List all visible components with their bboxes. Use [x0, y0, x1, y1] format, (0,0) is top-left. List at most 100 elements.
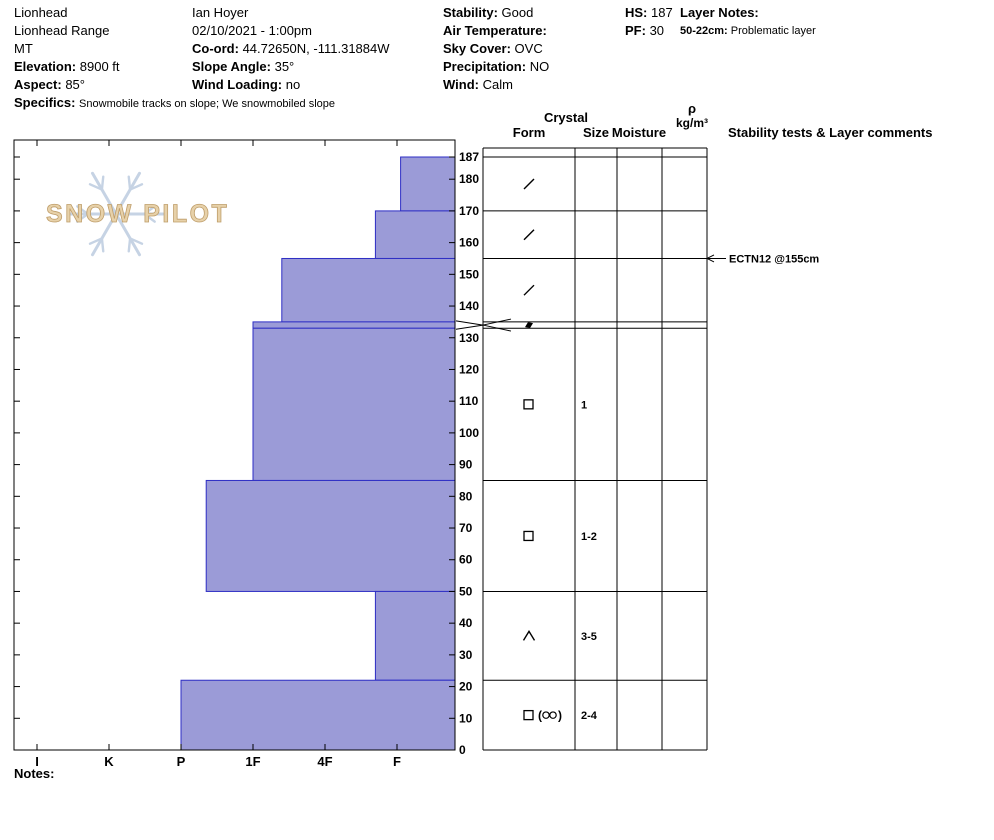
- coord-value: 44.72650N, -111.31884W: [242, 41, 390, 56]
- hardness-axis-label: I: [35, 754, 39, 769]
- hs-label: HS:: [625, 5, 648, 20]
- hardness-axis-label: P: [177, 754, 186, 769]
- snow-layer-bar: [252, 321, 456, 329]
- crystal-form-icon-facets: [523, 399, 534, 410]
- sky-cover-value: OVC: [514, 41, 543, 56]
- site-name: Lionhead: [14, 5, 68, 20]
- stability-label: Stability:: [443, 5, 498, 20]
- layer-panel-grid: [482, 147, 708, 751]
- wind-loading-label: Wind Loading:: [192, 77, 283, 92]
- site-state: MT: [14, 41, 33, 56]
- crystal-size-value: 1-2: [581, 531, 597, 543]
- layer-notes-title: Layer Notes:: [680, 5, 759, 20]
- precip-value: NO: [529, 59, 550, 74]
- sky-cover-label: Sky Cover:: [443, 41, 511, 56]
- crystal-form-icon-decomposing-fragments: [523, 178, 535, 190]
- axis-ticks: [14, 140, 455, 751]
- hs-value: 187: [651, 5, 673, 20]
- comments-header: Stability tests & Layer comments: [728, 125, 932, 140]
- snow-layer-bar: [180, 679, 456, 751]
- conditions-info: Stability: Good Air Temperature: Sky Cov…: [443, 4, 549, 94]
- crystal-form-icon-crust-layer: [525, 322, 533, 329]
- thin-layer-pointer: [455, 318, 512, 332]
- crystal-size-value: 1: [581, 399, 587, 411]
- snow-layer-bar: [281, 257, 456, 323]
- air-temperature: Air Temperature:: [443, 22, 549, 40]
- slope-angle-label: Slope Angle:: [192, 59, 271, 74]
- depth-axis-label: 80: [459, 489, 473, 503]
- snow-layer-bar: [374, 590, 456, 681]
- notes-label: Notes:: [14, 766, 55, 781]
- wind-label: Wind:: [443, 77, 479, 92]
- stability-test-label: ECTN12 @155cm: [729, 253, 819, 265]
- layer-note-range: 50-22cm:: [680, 25, 728, 37]
- hardness-axis-label: 4F: [317, 754, 332, 769]
- layer-notes: Layer Notes: 50-22cm: Problematic layer: [680, 4, 816, 40]
- hardness-axis-label: 1F: [245, 754, 260, 769]
- wind: Wind: Calm: [443, 76, 549, 94]
- coordinates: Co-ord: 44.72650N, -111.31884W: [192, 40, 390, 58]
- crystal-header: Crystal: [544, 110, 588, 125]
- crystal-size-value: 2-4: [581, 710, 598, 722]
- wind-loading-value: no: [285, 77, 301, 92]
- site-aspect: Aspect: 85°: [14, 76, 335, 94]
- svg-text:): ): [558, 709, 562, 723]
- depth-axis-label: 10: [459, 711, 473, 725]
- totals-info: HS: 187 PF: 30: [625, 4, 673, 40]
- form-header: Form: [513, 125, 546, 140]
- site-range: Lionhead Range: [14, 23, 110, 38]
- specifics-value: Snowmobile tracks on slope; We snowmobil…: [79, 98, 336, 110]
- depth-axis-label: 120: [459, 362, 479, 376]
- depth-axis-label: 40: [459, 616, 473, 630]
- air-temp-label: Air Temperature:: [443, 23, 547, 38]
- hardness-axis-label: F: [393, 754, 401, 769]
- snow-layer-bar: [400, 156, 456, 212]
- moisture-header: Moisture: [612, 125, 666, 140]
- observer-name: Ian Hoyer: [192, 5, 249, 20]
- depth-axis-label: 90: [459, 458, 473, 472]
- snowflake-icon: [67, 171, 165, 257]
- coord-label: Co-ord:: [192, 41, 239, 56]
- watermark-text: SNOW PILOT: [46, 200, 229, 228]
- depth-axis-label: 70: [459, 521, 473, 535]
- layer-note-item: 50-22cm: Problematic layer: [680, 22, 816, 40]
- depth-axis-label: 50: [459, 584, 473, 598]
- crystal-form-icon-decomposing-fragments: [523, 284, 535, 296]
- stability: Stability: Good: [443, 4, 549, 22]
- depth-axis-label: 130: [459, 331, 479, 345]
- stability-tests: ECTN12 @155cm: [706, 253, 819, 265]
- elevation-value: 8900 ft: [79, 59, 120, 74]
- crystal-form-icon-depth-hoar: [522, 629, 536, 641]
- site-info: Lionhead Lionhead Range MT Elevation: 89…: [14, 4, 335, 113]
- snow-layer-bar: [252, 327, 456, 481]
- svg-text:(: (: [538, 709, 542, 723]
- profile-plot-border: [13, 139, 456, 751]
- depth-axis-label: 187: [459, 150, 479, 164]
- snowpilot-watermark: SNOW PILOT: [46, 171, 229, 257]
- site-specifics: Specifics: Snowmobile tracks on slope; W…: [14, 94, 335, 113]
- crystal-form-icon-decomposing-fragments: [523, 229, 535, 241]
- aspect-label: Aspect:: [14, 77, 62, 92]
- crystal-form-icon-facets-melt-forms: (): [523, 709, 562, 723]
- aspect-value: 85°: [65, 77, 85, 92]
- crystal-symbols: 1 1-2 3-5 () 2-4: [455, 178, 598, 723]
- density-unit-header: kg/m³: [676, 116, 708, 130]
- crystal-size-value: 3-5: [581, 631, 597, 643]
- depth-axis-label: 20: [459, 680, 473, 694]
- depth-axis-label: 150: [459, 267, 479, 281]
- pf-label: PF:: [625, 23, 646, 38]
- specifics-label: Specifics:: [14, 95, 76, 110]
- crystal-form-icon-facets: [523, 530, 534, 542]
- density-header: ρ: [688, 101, 696, 116]
- layer-note-text: Problematic layer: [730, 25, 816, 37]
- pit-foot: PF: 30: [625, 22, 673, 40]
- sky-cover: Sky Cover: OVC: [443, 40, 549, 58]
- elevation-label: Elevation:: [14, 59, 77, 74]
- stability-value: Good: [501, 5, 534, 20]
- site-elevation: Elevation: 8900 ft: [14, 58, 335, 76]
- depth-axis-label: 160: [459, 236, 479, 250]
- depth-axis-label: 30: [459, 648, 473, 662]
- slope-angle: Slope Angle: 35°: [192, 58, 390, 76]
